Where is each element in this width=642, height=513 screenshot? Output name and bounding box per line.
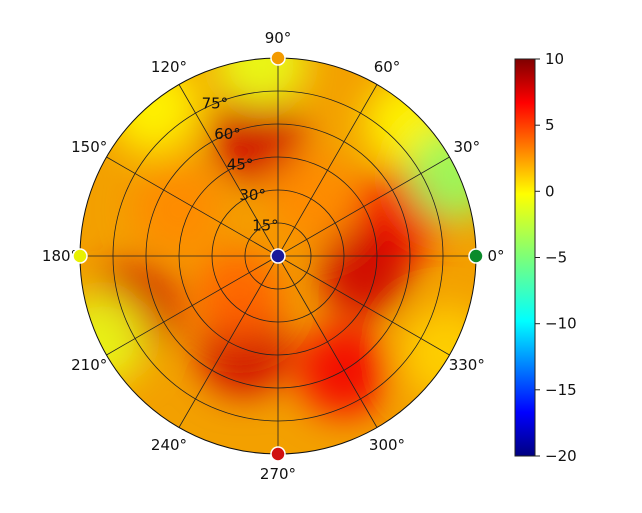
data-marker [72,248,88,264]
angular-gridline [106,255,279,356]
colorbar-tick-label: −15 [545,381,577,399]
angular-tick-label: 330° [449,356,485,374]
radial-tick-label: 75° [202,95,229,113]
angular-tick-label: 30° [454,138,481,156]
angular-tick-label: 150° [71,138,107,156]
radial-tick-label: 15° [252,217,279,235]
colorbar-tick-label: 0 [545,182,555,200]
angular-tick-label: 180° [42,247,78,265]
heatmap-cell [215,58,308,110]
radial-tick-label: 45° [227,156,254,174]
angular-gridline [178,255,279,428]
angular-tick-label: 60° [374,58,401,76]
heatmap-cell [193,248,286,341]
angular-tick-label: 240° [151,436,187,454]
angular-tick-label: 210° [71,356,107,374]
data-marker [270,50,286,66]
angular-gridline [277,255,378,428]
colorbar-tick-label: −5 [545,249,567,267]
angular-tick-label: 300° [369,436,405,454]
heatmap-cell [318,225,411,318]
angular-gridline [277,156,450,257]
radial-tick-label: 30° [239,186,266,204]
colorbar-tick-label: −20 [545,447,577,465]
angular-tick-label: 90° [265,29,292,47]
colorbar-tick-label: 5 [545,116,555,134]
radial-tick-label: 60° [214,125,241,143]
angular-gridline [277,84,378,257]
angular-tick-label: 120° [151,58,187,76]
polar-plot-area: 0° 30° 60° 90° 120° 150° 180° 210° 240° 270° 300° 3… [42,29,505,483]
data-marker [468,248,484,264]
data-marker [270,248,286,264]
heatmap-cell [211,90,303,183]
angular-gridline [277,255,450,356]
angular-tick-label: 270° [260,465,296,483]
data-marker [270,446,286,462]
heatmap-cell [407,128,476,221]
colorbar-tick-label: −10 [545,315,577,333]
colorbar-gradient [514,58,536,457]
heatmap-cell [132,163,225,256]
colorbar-tick-label: 10 [545,50,564,68]
colorbar: 10 5 0 −5 −10 −15 −20 [514,50,577,465]
angular-tick-label: 0° [487,247,504,265]
angular-gridline [106,156,279,257]
heatmap-cell [80,291,149,384]
angular-gridline [178,84,279,257]
